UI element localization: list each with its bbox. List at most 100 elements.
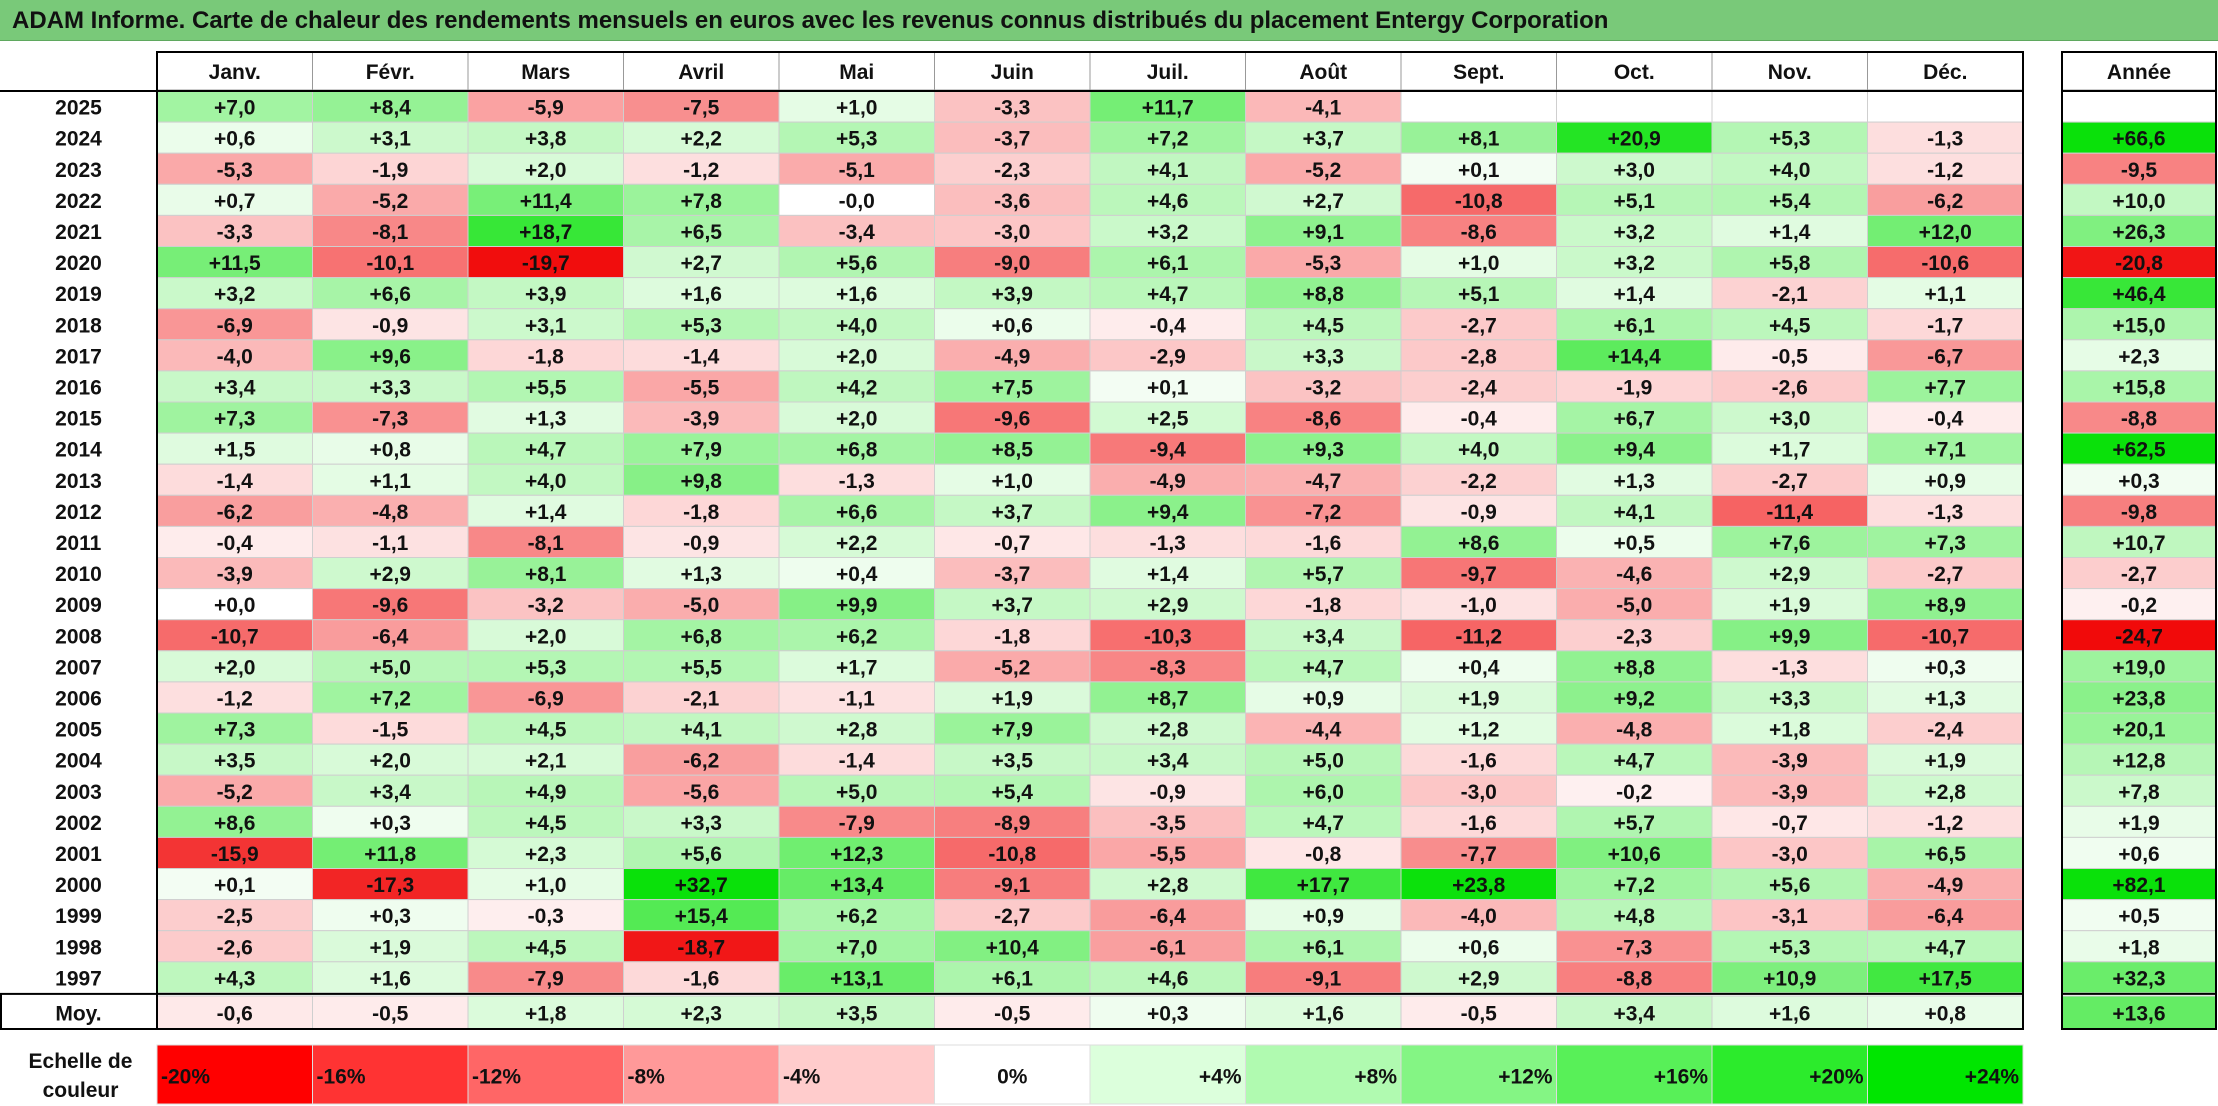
heatmap-cell	[312, 774, 469, 807]
cell-value: +3,5	[992, 750, 1034, 773]
heatmap-cell	[1400, 401, 1557, 434]
annual-value: +62,5	[2112, 439, 2165, 462]
cell-value: +5,6	[681, 843, 722, 866]
heatmap-cell	[1556, 805, 1713, 838]
year-label: 2020	[55, 252, 102, 275]
cell-value: -1,6	[1305, 532, 1341, 555]
heatmap-cell	[1400, 805, 1557, 838]
cell-value: +5,8	[1769, 252, 1811, 275]
cell-value: +0,4	[836, 563, 878, 586]
cell-value: +5,6	[836, 252, 877, 275]
cell-value: +7,1	[1925, 439, 1967, 462]
cell-value: +2,7	[681, 252, 722, 275]
heatmap-cell	[934, 494, 1091, 527]
heatmap-cell	[1400, 183, 1557, 216]
annual-cell	[2061, 712, 2217, 745]
year-label: 2021	[55, 221, 102, 244]
year-label: 1997	[55, 967, 102, 990]
heatmap-cell	[1089, 463, 1246, 496]
cell-value: +3,1	[370, 128, 412, 151]
cell-value: +11,5	[209, 252, 261, 275]
cell-value: +1,0	[525, 874, 566, 897]
heatmap-cell	[778, 494, 935, 527]
heatmap-cell	[1089, 183, 1246, 216]
cell-value: -6,7	[1927, 345, 1963, 368]
cell-value: -8,3	[1150, 656, 1186, 679]
cell-value: -0,3	[528, 905, 564, 928]
annual-value: -8,8	[2121, 408, 2158, 431]
heatmap-cell	[778, 277, 935, 310]
heatmap-cell	[312, 619, 469, 652]
cell-value: +8,1	[525, 563, 567, 586]
heatmap-cell	[623, 681, 780, 714]
scale-swatch	[623, 1044, 780, 1105]
scale-swatch	[1400, 1044, 1557, 1105]
heatmap-cell	[1400, 432, 1557, 465]
cell-value: -0,2	[1616, 781, 1652, 804]
cell-value: -3,9	[217, 563, 253, 586]
cell-value: +9,8	[681, 470, 723, 493]
cell-value: -6,1	[1150, 936, 1187, 959]
scale-stop-label: +12%	[1498, 1066, 1553, 1089]
annual-cell	[2061, 899, 2217, 932]
cell-value: +9,9	[1769, 625, 1810, 648]
heatmap-cell	[623, 743, 780, 776]
cell-value: -5,5	[683, 376, 720, 399]
cell-value: +2,0	[214, 656, 255, 679]
cell-value: -8,8	[1616, 967, 1653, 990]
cell-value: +5,3	[525, 656, 566, 679]
average-value: -0,6	[217, 1003, 253, 1026]
average-label: Moy.	[55, 1003, 101, 1026]
annual-cell	[2061, 650, 2217, 683]
annual-value: +1,9	[2118, 812, 2159, 835]
cell-value: +6,0	[1303, 781, 1344, 804]
cell-value: -2,6	[1772, 376, 1808, 399]
average-cell	[934, 995, 1091, 1030]
cell-value: -6,2	[683, 750, 719, 773]
scale-stop-label: -16%	[317, 1066, 366, 1089]
heatmap-cell	[312, 712, 469, 745]
cell-value: -1,0	[1461, 594, 1497, 617]
cell-value: +1,3	[1925, 687, 1966, 710]
cell-value: -5,3	[217, 159, 253, 182]
cell-value: +1,1	[370, 470, 412, 493]
cell-value: +3,2	[1614, 252, 1655, 275]
cell-value: -1,8	[528, 345, 565, 368]
header-cell-10	[1711, 51, 1868, 91]
cell-value: +5,0	[836, 781, 877, 804]
average-cell	[312, 995, 469, 1030]
cell-value: +2,0	[525, 625, 566, 648]
cell-value: +3,4	[1147, 750, 1189, 773]
cell-value: +9,9	[836, 594, 877, 617]
cell-value: -7,5	[683, 97, 720, 120]
heatmap-cell	[467, 308, 624, 341]
cell-value: +5,7	[1614, 812, 1655, 835]
column-header-8: Sept.	[1453, 61, 1504, 84]
cell-value: -2,7	[994, 905, 1030, 928]
cell-value: -3,1	[1772, 905, 1809, 928]
cell-value: -9,0	[994, 252, 1030, 275]
cell-value: +13,1	[830, 967, 883, 990]
heatmap-cell	[1245, 463, 1402, 496]
cell-value: -0,4	[1927, 408, 1964, 431]
heatmap-cell	[1867, 557, 2024, 590]
heatmap-cell	[1711, 836, 1868, 870]
cell-value: +4,5	[525, 812, 567, 835]
heatmap-cell	[1245, 432, 1402, 465]
cell-value: +0,1	[214, 874, 256, 897]
cell-value: +6,5	[681, 221, 723, 244]
year-label: 2017	[55, 345, 102, 368]
heatmap-cell	[1089, 930, 1246, 963]
cell-value: +7,9	[992, 719, 1033, 742]
cell-value: -11,4	[1766, 501, 1813, 524]
cell-value: -5,2	[994, 656, 1030, 679]
cell-value: +3,4	[214, 376, 256, 399]
annual-frame	[2061, 51, 2217, 1030]
cell-value: +6,2	[836, 905, 877, 928]
cell-value: +6,1	[1614, 314, 1656, 337]
heatmap-cell	[778, 121, 935, 154]
cell-value: -4,1	[1305, 97, 1342, 120]
heatmap-cell	[156, 836, 313, 870]
cell-value: +4,7	[1925, 936, 1966, 959]
cell-value: +7,8	[681, 190, 723, 213]
